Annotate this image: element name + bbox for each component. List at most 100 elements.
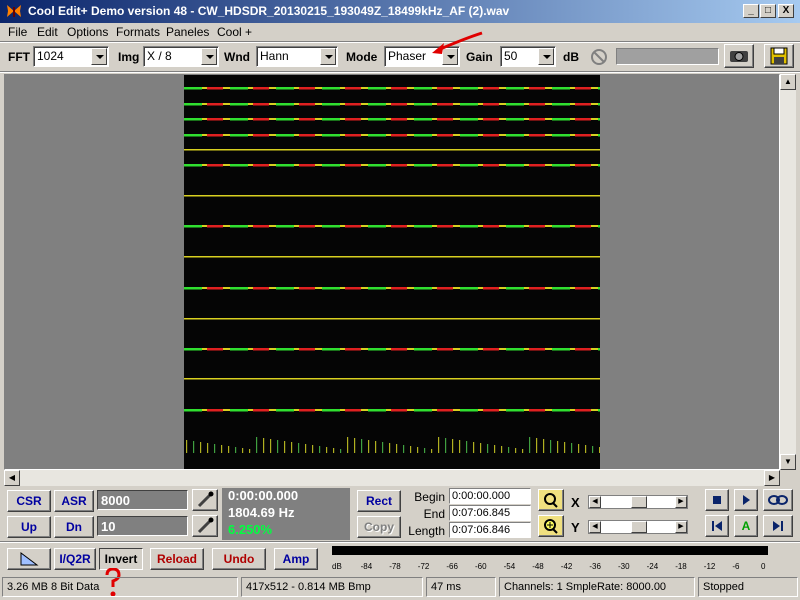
meter-tick-label: -30 — [618, 562, 630, 571]
stop-button[interactable] — [705, 489, 729, 511]
chevron-down-icon[interactable] — [320, 48, 336, 65]
reload-button[interactable]: Reload — [150, 548, 204, 570]
close-button[interactable]: X — [778, 4, 794, 18]
wnd-label: Wnd — [224, 50, 250, 64]
phase-segment-green — [552, 225, 570, 228]
copy-button[interactable]: Copy — [357, 516, 401, 538]
play-button[interactable] — [734, 489, 758, 511]
phase-segment-green — [460, 409, 478, 412]
phase-segment-red — [299, 225, 315, 228]
eyedropper-button-2[interactable] — [192, 515, 218, 537]
menu-edit[interactable]: Edit — [37, 25, 58, 39]
wnd-combo[interactable]: Hann — [256, 46, 338, 67]
spectrogram-canvas — [184, 87, 637, 453]
rate-field[interactable]: 8000 — [97, 490, 188, 510]
minimize-button[interactable]: _ — [743, 4, 759, 18]
horizontal-scrollbar[interactable]: ◀ ▶ — [4, 470, 780, 486]
fft-label: FFT — [8, 50, 30, 64]
phase-segment-green — [460, 103, 478, 106]
loop-button[interactable] — [763, 489, 793, 511]
end-value[interactable]: 0:07:06.845 — [449, 505, 531, 521]
menu-options[interactable]: Options — [67, 25, 109, 39]
camera-button[interactable] — [724, 44, 754, 68]
slider-right-icon[interactable]: ▶ — [675, 496, 687, 508]
mode-label: Mode — [346, 50, 378, 64]
vertical-scrollbar[interactable]: ▲ ▼ — [780, 74, 796, 470]
phase-segment-red — [391, 287, 407, 290]
auto-button[interactable]: A — [734, 515, 758, 537]
undo-button[interactable]: Undo — [212, 548, 266, 570]
gain-combo[interactable]: 50 — [500, 46, 556, 67]
chevron-down-icon[interactable] — [91, 48, 107, 65]
fft-combo[interactable]: 1024 — [33, 46, 109, 67]
maximize-button[interactable]: □ — [760, 4, 776, 18]
y-axis-label: Y — [571, 520, 580, 535]
skip-start-button[interactable] — [705, 515, 729, 537]
menu-paneles[interactable]: Paneles — [166, 25, 210, 39]
menu-cool-plus[interactable]: Cool + — [217, 25, 253, 39]
scroll-right-icon[interactable]: ▶ — [764, 470, 780, 486]
phase-segment-green — [230, 118, 248, 121]
phase-segment-green — [552, 134, 570, 137]
slider-right-icon[interactable]: ▶ — [675, 521, 687, 533]
x-slider-thumb[interactable] — [631, 496, 647, 508]
menu-file[interactable]: File — [8, 25, 28, 39]
noise-spike — [578, 444, 580, 453]
phase-segment-red — [345, 87, 361, 90]
chevron-down-icon[interactable] — [201, 48, 217, 65]
phase-segment-red — [575, 287, 591, 290]
rect-button[interactable]: Rect — [357, 490, 401, 512]
zoom-in-button[interactable] — [538, 515, 564, 537]
phaser-spectrogram[interactable] — [184, 75, 637, 469]
phase-segment-green — [368, 409, 386, 412]
menu-formats[interactable]: Formats — [116, 25, 161, 39]
phase-segment-red — [299, 134, 315, 137]
x-zoom-slider[interactable]: ◀ ▶ — [588, 495, 688, 509]
amp-button[interactable]: Amp — [274, 548, 318, 570]
asr-button[interactable]: ASR — [54, 490, 94, 512]
phase-segment-red — [437, 134, 453, 137]
length-label: Length — [408, 524, 445, 538]
y-slider-thumb[interactable] — [631, 521, 647, 533]
noise-spike — [452, 439, 454, 453]
noise-spike — [242, 448, 244, 453]
phase-segment-green — [506, 87, 524, 90]
begin-value[interactable]: 0:00:00.000 — [449, 488, 531, 504]
phase-segment-green — [552, 118, 570, 121]
skip-end-button[interactable] — [763, 515, 793, 537]
chevron-down-icon[interactable] — [538, 48, 554, 65]
img-combo[interactable]: X / 8 — [143, 46, 219, 67]
step-field[interactable]: 10 — [97, 516, 188, 536]
ruler-button[interactable] — [7, 548, 51, 570]
chevron-down-icon[interactable] — [442, 48, 458, 65]
noise-spike — [389, 443, 391, 453]
dn-button[interactable]: Dn — [54, 516, 94, 538]
scroll-down-icon[interactable]: ▼ — [780, 454, 796, 470]
y-zoom-slider[interactable]: ◀ ▶ — [588, 520, 688, 534]
phase-segment-red — [529, 164, 545, 167]
phase-segment-red — [575, 103, 591, 106]
img-value: X / 8 — [147, 49, 172, 63]
noise-spike — [396, 444, 398, 453]
scroll-up-icon[interactable]: ▲ — [780, 74, 796, 90]
phase-segment-green — [230, 103, 248, 106]
meter-tick-label: 0 — [761, 562, 766, 571]
csr-button[interactable]: CSR — [7, 490, 51, 512]
phase-segment-green — [460, 87, 478, 90]
invert-button[interactable]: Invert — [99, 548, 143, 570]
length-value[interactable]: 0:07:06.846 — [449, 522, 531, 538]
eyedropper-button-1[interactable] — [192, 489, 218, 511]
toolbar-divider — [0, 71, 800, 73]
scroll-left-icon[interactable]: ◀ — [4, 470, 20, 486]
iq-button[interactable]: I/Q2R — [54, 548, 96, 570]
phase-segment-red — [207, 134, 223, 137]
zoom-fit-button[interactable] — [538, 489, 564, 511]
up-button[interactable]: Up — [7, 516, 51, 538]
phase-segment-green — [322, 287, 340, 290]
noise-spike — [487, 444, 489, 453]
save-button[interactable] — [764, 44, 794, 68]
slider-left-icon[interactable]: ◀ — [589, 521, 601, 533]
slider-left-icon[interactable]: ◀ — [589, 496, 601, 508]
phase-segment-red — [299, 87, 315, 90]
prohibited-icon[interactable] — [590, 48, 608, 66]
